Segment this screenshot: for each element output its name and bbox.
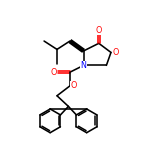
Text: N: N bbox=[81, 61, 86, 70]
Text: O: O bbox=[96, 26, 102, 35]
Text: O: O bbox=[50, 68, 57, 77]
Text: O: O bbox=[113, 48, 119, 57]
Text: O: O bbox=[71, 81, 77, 90]
